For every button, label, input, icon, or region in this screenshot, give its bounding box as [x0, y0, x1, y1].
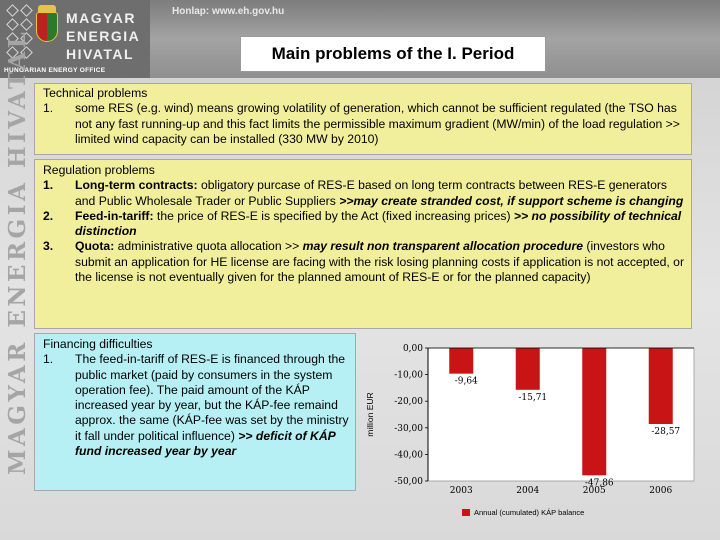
logo-word-2: ENERGIA [66, 28, 141, 44]
financing-difficulties-panel: Financing difficulties 1. The feed-in-ta… [34, 333, 356, 491]
item-body: administrative quota allocation >> [114, 239, 303, 254]
list-number: 1. [43, 101, 54, 116]
x-tick-label: 2006 [649, 486, 672, 496]
regulation-heading: Regulation problems [43, 163, 155, 177]
bar [582, 348, 607, 476]
data-label: -15,71 [518, 393, 547, 403]
list-number: 3. [43, 239, 54, 254]
list-item: 1. Long-term contracts: obligatory purca… [43, 178, 685, 209]
logo-diamond-icon [6, 4, 19, 17]
list-number: 1. [43, 178, 54, 193]
logo-diamond-icon [20, 4, 33, 17]
chart-svg: million EUR 0,00 -10,00 -20,00 -30,00 -40,00 -… [365, 344, 695, 517]
list-text: Quota: administrative quota allocation >… [75, 239, 685, 285]
bar [648, 348, 673, 424]
bar [515, 348, 540, 390]
y-tick-label: 0,00 [403, 344, 423, 354]
list-item: 1. some RES (e.g. wind) means growing vo… [43, 101, 685, 147]
legend-label: Annual (cumulated) KÁP balance [474, 508, 584, 517]
y-tick-label: -10,00 [394, 371, 423, 381]
item-tail: (investors who submit an application for… [75, 239, 685, 285]
y-tick-label: -40,00 [394, 450, 423, 460]
homepage-link[interactable]: Honlap: www.eh.gov.hu [172, 6, 285, 17]
kap-balance-chart: million EUR 0,00 -10,00 -20,00 -30,00 -40,00 -… [362, 334, 702, 534]
x-tick-label: 2005 [583, 486, 606, 496]
coat-of-arms-icon [36, 12, 58, 42]
logo: MAGYAR ENERGIA HIVATAL HUNGARIAN ENERGY … [0, 0, 150, 78]
x-tick-label: 2004 [516, 486, 539, 496]
item-emphasis: >> deficit of KÁP fund increased year by… [75, 428, 336, 459]
item-lead: Feed-in-tariff: [75, 208, 154, 223]
list-item: 3. Quota: administrative quota allocatio… [43, 239, 685, 285]
bar [449, 348, 474, 374]
list-number: 2. [43, 208, 54, 223]
y-tick-label: -20,00 [394, 397, 423, 407]
list-text: some RES (e.g. wind) means growing volat… [75, 101, 680, 146]
crest-crown-icon [38, 5, 56, 13]
x-tick-label: 2003 [450, 486, 473, 496]
list-item: 2. Feed-in-tariff: the price of RES-E is… [43, 209, 685, 240]
list-text: Long-term contracts: obligatory purcase … [75, 178, 685, 209]
technical-heading: Technical problems [43, 86, 148, 100]
y-tick-label: -50,00 [394, 477, 423, 487]
data-label: -28,57 [651, 427, 680, 437]
financing-heading: Financing difficulties [43, 337, 153, 351]
logo-word-3: HIVATAL [66, 46, 135, 62]
legend-swatch [462, 509, 470, 516]
y-tick-label: -30,00 [394, 424, 423, 434]
slide-title: Main problems of the I. Period [240, 36, 546, 72]
regulation-problems-panel: Regulation problems 1. Long-term contrac… [34, 159, 692, 329]
side-vertical-text: MAGYAR ENERGIA HIVATAL [4, 28, 31, 475]
list-text: Feed-in-tariff: the price of RES-E is sp… [75, 209, 685, 240]
item-emphasis: >> no possibility of technical distincti… [75, 208, 682, 239]
item-body: the price of RES-E is specified by the A… [153, 208, 514, 223]
item-emphasis: >>may create stranded cost, if support s… [339, 193, 684, 208]
list-item: 1. The feed-in-tariff of RES-E is financ… [43, 352, 349, 459]
logo-subtitle: HUNGARIAN ENERGY OFFICE [4, 67, 106, 74]
data-label: -47,86 [585, 478, 614, 488]
list-text: The feed-in-tariff of RES-E is financed … [75, 352, 349, 459]
data-label: -9,64 [455, 377, 478, 387]
item-body: The feed-in-tariff of RES-E is financed … [75, 352, 349, 443]
list-number: 1. [43, 352, 54, 367]
y-axis-label: million EUR [365, 392, 375, 436]
item-emphasis: may result non transparent allocation pr… [302, 239, 583, 254]
technical-problems-panel: Technical problems 1. some RES (e.g. win… [34, 83, 692, 155]
item-lead: Long-term contracts: [75, 178, 198, 193]
item-body: obligatory purcase of RES-E based on lon… [75, 178, 668, 208]
logo-word-1: MAGYAR [66, 10, 136, 26]
item-lead: Quota: [75, 239, 115, 254]
